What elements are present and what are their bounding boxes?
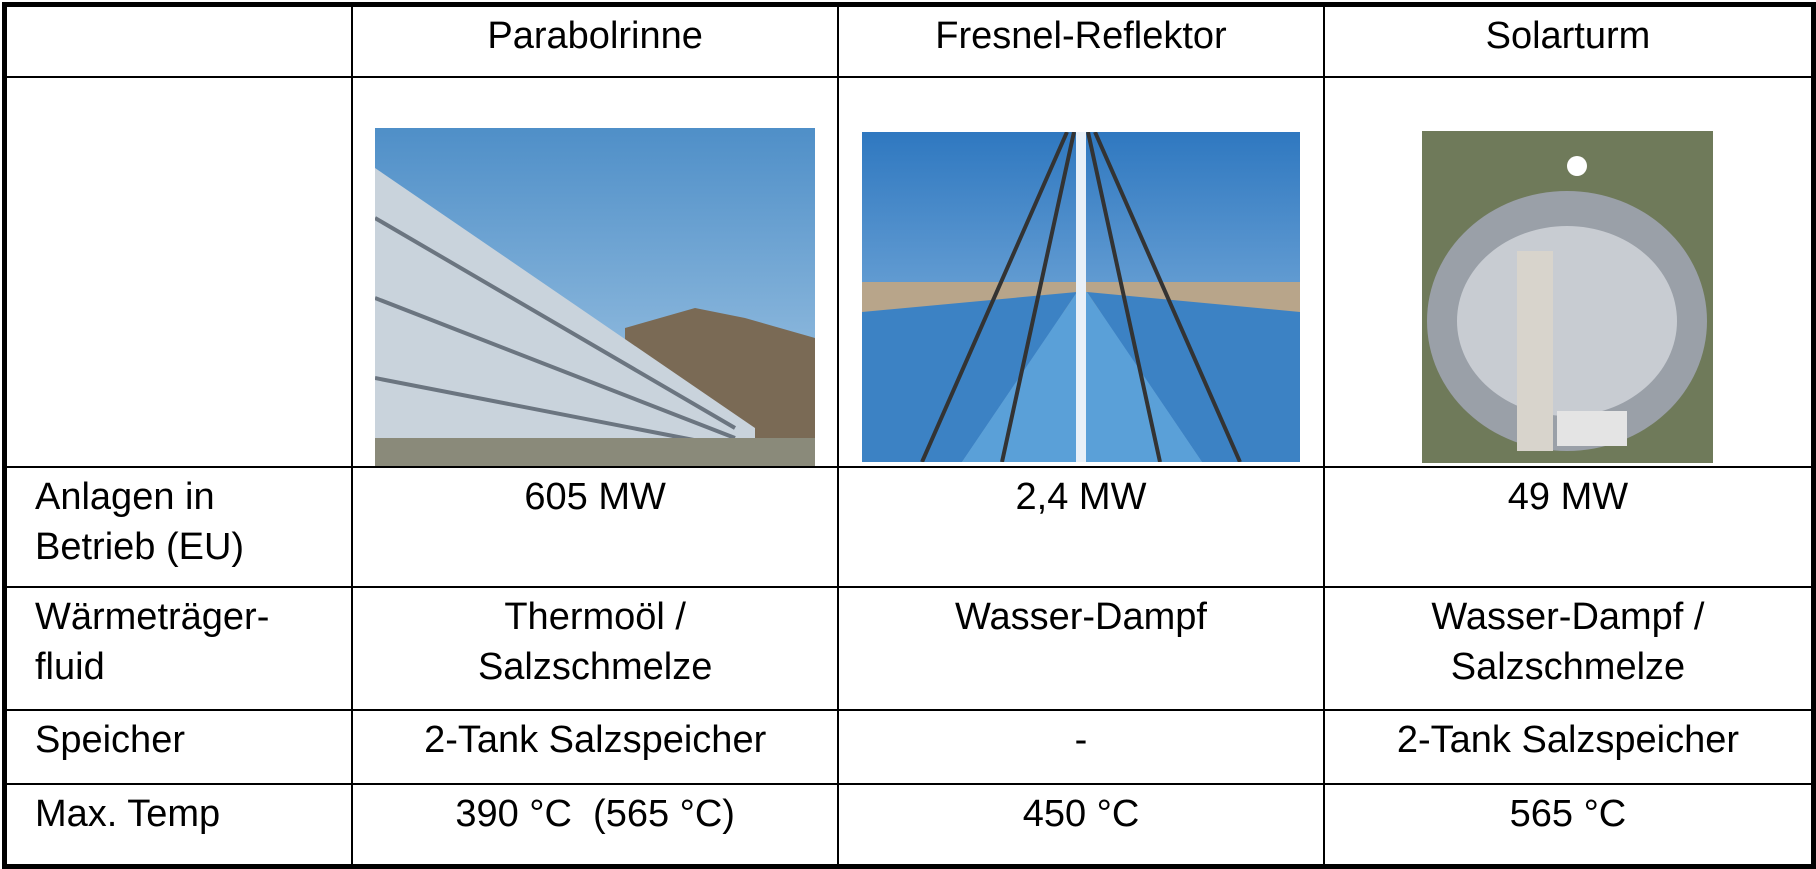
cell-text: Anlagen in bbox=[35, 472, 341, 522]
value-cell: 450 °C bbox=[838, 784, 1324, 867]
cell-text: Thermoöl / bbox=[363, 592, 827, 642]
cell-text: Max. Temp bbox=[35, 789, 341, 839]
value-cell: 2-Tank Salzspeicher bbox=[352, 710, 838, 784]
cell-text: Salzschmelze bbox=[363, 642, 827, 692]
value-cell: Thermoöl /Salzschmelze bbox=[352, 587, 838, 710]
value-cell: Wasser-Dampf bbox=[838, 587, 1324, 710]
cell-text: 605 MW bbox=[363, 472, 827, 522]
cell-text: Salzschmelze bbox=[1335, 642, 1801, 692]
cell-text: Betrieb (EU) bbox=[35, 522, 341, 572]
data-row: Speicher 2-Tank Salzspeicher-2-Tank Salzs… bbox=[5, 710, 1814, 784]
cell-text: 2-Tank Salzspeicher bbox=[363, 715, 827, 765]
cell-text: Speicher bbox=[35, 715, 341, 765]
cell-text: 2-Tank Salzspeicher bbox=[1335, 715, 1801, 765]
row-label: Speicher bbox=[5, 710, 353, 784]
fresnel-photo bbox=[862, 132, 1300, 462]
value-cell: 390 °C (565 °C) bbox=[352, 784, 838, 867]
data-row: Max. Temp 390 °C (565 °C) 450 °C 565 °C bbox=[5, 784, 1814, 867]
value-cell: Wasser-Dampf /Salzschmelze bbox=[1324, 587, 1814, 710]
parabolic-trough-photo bbox=[375, 128, 815, 466]
cell-text: Wärmeträger- bbox=[35, 592, 341, 642]
value-cell: 605 MW bbox=[352, 467, 838, 587]
corner-cell bbox=[5, 5, 353, 77]
cell-text: Wasser-Dampf / bbox=[1335, 592, 1801, 642]
cell-text: 49 MW bbox=[1335, 472, 1801, 522]
value-cell: 49 MW bbox=[1324, 467, 1814, 587]
cell-text: Wasser-Dampf bbox=[849, 592, 1313, 642]
value-cell: - bbox=[838, 710, 1324, 784]
image-cell bbox=[352, 77, 838, 467]
row-label: Max. Temp bbox=[5, 784, 353, 867]
value-cell: 2-Tank Salzspeicher bbox=[1324, 710, 1814, 784]
column-header: Parabolrinne bbox=[352, 5, 838, 77]
comparison-table: ParabolrinneFresnel-ReflektorSolarturm A… bbox=[2, 2, 1816, 869]
image-cell bbox=[838, 77, 1324, 467]
value-cell: 565 °C bbox=[1324, 784, 1814, 867]
value-cell: 2,4 MW bbox=[838, 467, 1324, 587]
cell-text: 390 °C (565 °C) bbox=[363, 789, 827, 839]
column-header: Fresnel-Reflektor bbox=[838, 5, 1324, 77]
cell-text: 450 °C bbox=[849, 789, 1313, 839]
row-label: Wärmeträger-fluid bbox=[5, 587, 353, 710]
page: ParabolrinneFresnel-ReflektorSolarturm A… bbox=[0, 0, 1816, 826]
cell-text: 2,4 MW bbox=[849, 472, 1313, 522]
image-row bbox=[5, 77, 1814, 467]
cell-text: fluid bbox=[35, 642, 341, 692]
image-cell bbox=[1324, 77, 1814, 467]
solar-tower-photo bbox=[1422, 131, 1713, 463]
cell-text: - bbox=[849, 715, 1313, 765]
cell-text: 565 °C bbox=[1335, 789, 1801, 839]
column-header: Solarturm bbox=[1324, 5, 1814, 77]
empty-cell bbox=[5, 77, 353, 467]
